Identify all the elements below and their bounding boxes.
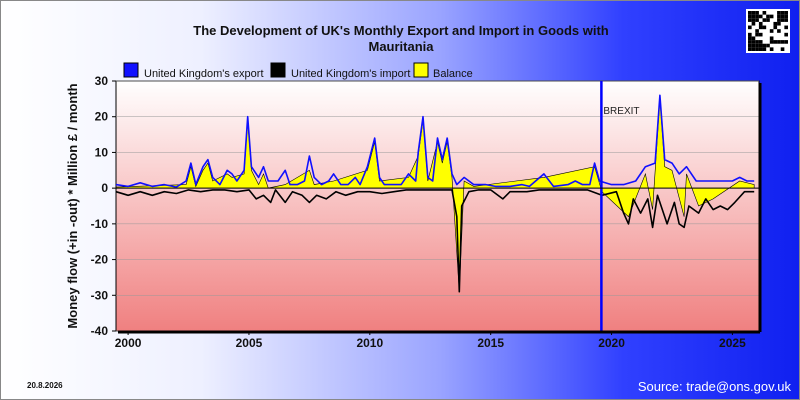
x-tick-label-5: 2025 — [719, 336, 746, 350]
legend-swatch-export — [123, 62, 139, 78]
y-tick-label-4: -10 — [91, 217, 109, 231]
date-stamp: 20.8.2026 — [27, 381, 63, 390]
legend-label-export: United Kingdom's export — [144, 68, 264, 80]
y-tick-label-3: 0 — [101, 181, 108, 195]
qr-code-icon — [746, 9, 790, 53]
y-tick-label-1: 20 — [95, 110, 109, 124]
y-tick-label-7: -40 — [91, 324, 109, 338]
y-axis-ticks: 30 20 10 0 -10 -20 -30 -40 — [91, 74, 116, 338]
x-tick-label-3: 2015 — [477, 336, 504, 350]
y-axis-label: Money flow (+in -out) * Million £ / mont… — [65, 83, 80, 328]
source-text: Source: trade@ons.gov.uk — [638, 379, 792, 394]
x-tick-label-2: 2010 — [356, 336, 383, 350]
brexit-annotation: BREXIT — [600, 81, 640, 331]
plot-area — [115, 80, 760, 332]
x-tick-label-0: 2000 — [115, 336, 142, 350]
legend-swatch-import — [270, 62, 286, 78]
chart-title-line2: Mauritania — [368, 39, 434, 54]
y-tick-label-2: 10 — [95, 145, 109, 159]
y-tick-label-0: 30 — [95, 74, 109, 88]
series-import-line — [115, 189, 755, 293]
legend-swatch-balance — [413, 62, 429, 78]
series-lines — [115, 94, 755, 293]
x-tick-label-1: 2005 — [236, 336, 263, 350]
x-axis-ticks: 2000 2005 2010 2015 2020 2025 — [115, 331, 758, 350]
brexit-label: BREXIT — [603, 106, 639, 117]
x-tick-label-4: 2020 — [598, 336, 625, 350]
legend-label-import: United Kingdom's import — [291, 68, 411, 80]
series-export-line — [115, 94, 755, 188]
chart-title-line1: The Development of UK's Monthly Export a… — [193, 23, 609, 38]
legend-label-balance: Balance — [433, 68, 473, 80]
y-tick-label-5: -20 — [91, 253, 109, 267]
legend: United Kingdom's export United Kingdom's… — [123, 62, 473, 80]
y-tick-label-6: -30 — [91, 288, 109, 302]
